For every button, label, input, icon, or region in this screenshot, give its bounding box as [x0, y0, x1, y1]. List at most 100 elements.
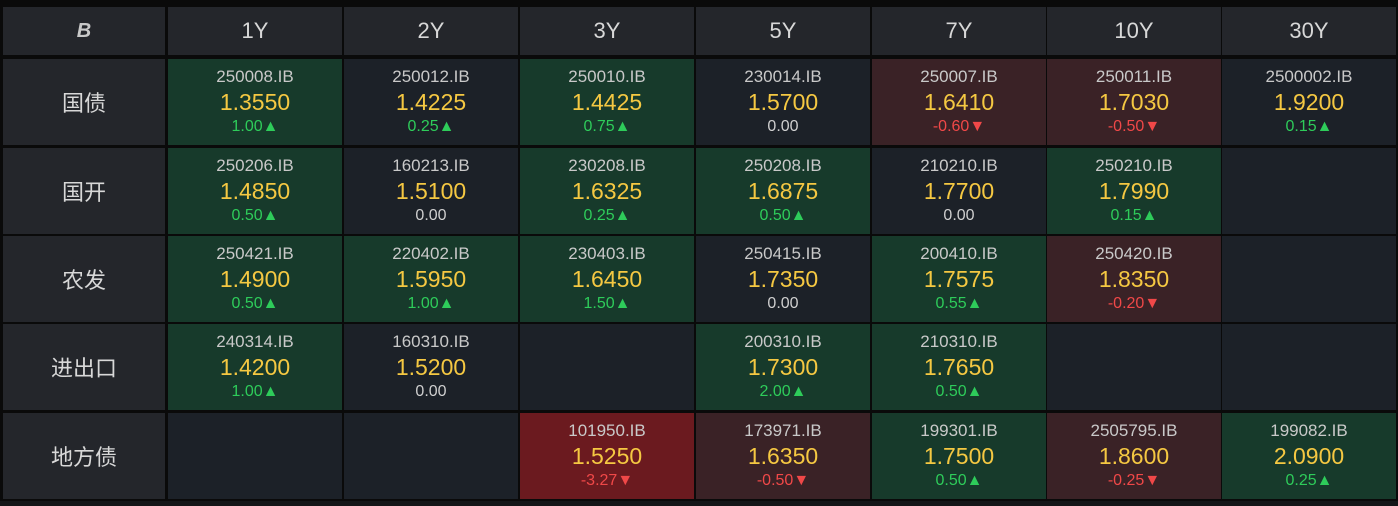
bond-yield: 1.3550 [219, 89, 291, 115]
column-header-30y[interactable]: 30Y [1222, 7, 1396, 55]
bond-code: 250415.IB [744, 244, 822, 263]
bond-code: 210210.IB [920, 156, 998, 175]
bond-cell[interactable]: 250007.IB 1.6410 -0.60▼ [872, 59, 1046, 145]
bond-code: 250008.IB [216, 67, 294, 86]
bond-cell[interactable]: 173971.IB 1.6350 -0.50▼ [696, 413, 870, 499]
empty-cell [1222, 148, 1396, 234]
bottom-scrollbar[interactable] [0, 501, 1398, 506]
bond-cell[interactable]: 2500002.IB 1.9200 0.15▲ [1222, 59, 1396, 145]
bond-cell[interactable]: 250012.IB 1.4225 0.25▲ [344, 59, 518, 145]
bond-cell[interactable]: 210310.IB 1.7650 0.50▲ [872, 324, 1046, 410]
bond-cell[interactable]: 220402.IB 1.5950 1.00▲ [344, 236, 518, 322]
row-header[interactable]: 农发 [3, 236, 165, 322]
column-header-2y[interactable]: 2Y [344, 7, 518, 55]
bond-change: 0.00 [767, 295, 799, 312]
bond-code: 250011.IB [1095, 67, 1173, 86]
bond-yield: 1.6325 [571, 178, 643, 204]
bond-change: 1.00▲ [407, 295, 455, 312]
bond-yield: 1.4425 [571, 89, 643, 115]
bond-change: 0.25▲ [407, 118, 455, 135]
bond-cell[interactable]: 160213.IB 1.5100 0.00 [344, 148, 518, 234]
bond-yield: 1.5950 [395, 266, 467, 292]
row-header[interactable]: 地方债 [3, 413, 165, 499]
bond-cell[interactable]: 250011.IB 1.7030 -0.50▼ [1047, 59, 1221, 145]
bond-yield: 1.5100 [395, 178, 467, 204]
bond-yield: 1.5700 [747, 89, 819, 115]
column-header-10y[interactable]: 10Y [1047, 7, 1221, 55]
bond-change: 0.50▲ [759, 207, 807, 224]
bond-cell[interactable]: 250208.IB 1.6875 0.50▲ [696, 148, 870, 234]
bond-yield: 1.8350 [1098, 266, 1170, 292]
bond-change: 0.00 [943, 207, 975, 224]
bond-change: 1.00▲ [231, 118, 279, 135]
bond-change: 0.15▲ [1110, 207, 1158, 224]
bond-cell[interactable]: 230014.IB 1.5700 0.00 [696, 59, 870, 145]
bond-cell[interactable]: 160310.IB 1.5200 0.00 [344, 324, 518, 410]
bond-cell[interactable]: 230403.IB 1.6450 1.50▲ [520, 236, 694, 322]
bond-cell[interactable]: 200310.IB 1.7300 2.00▲ [696, 324, 870, 410]
bond-yield: 1.4900 [219, 266, 291, 292]
column-header-7y[interactable]: 7Y [872, 7, 1046, 55]
column-header-3y[interactable]: 3Y [520, 7, 694, 55]
bond-cell[interactable]: 199082.IB 2.0900 0.25▲ [1222, 413, 1396, 499]
bond-change: 0.00 [767, 118, 799, 135]
bond-code: 2505795.IB [1090, 421, 1178, 440]
bond-code: 230403.IB [568, 244, 646, 263]
column-header-5y[interactable]: 5Y [696, 7, 870, 55]
bond-code: 173971.IB [744, 421, 822, 440]
bond-cell[interactable]: 250010.IB 1.4425 0.75▲ [520, 59, 694, 145]
bond-cell[interactable]: 250421.IB 1.4900 0.50▲ [168, 236, 342, 322]
bond-yield: 1.6875 [747, 178, 819, 204]
bond-change: -0.50▼ [756, 472, 810, 489]
bond-code: 230208.IB [568, 156, 646, 175]
bond-change: 0.50▲ [935, 383, 983, 400]
empty-cell [1222, 236, 1396, 322]
empty-cell [344, 413, 518, 499]
row-header[interactable]: 国开 [3, 148, 165, 234]
bond-code: 250208.IB [744, 156, 822, 175]
bond-yield: 1.4850 [219, 178, 291, 204]
bond-yield: 1.9200 [1273, 89, 1345, 115]
bond-yield: 1.7990 [1098, 178, 1170, 204]
bond-cell[interactable]: 2505795.IB 1.8600 -0.25▼ [1047, 413, 1221, 499]
bond-yield: 1.7030 [1098, 89, 1170, 115]
bond-cell[interactable]: 240314.IB 1.4200 1.00▲ [168, 324, 342, 410]
bond-change: 0.55▲ [935, 295, 983, 312]
b-logo-icon: B [76, 19, 92, 42]
bond-change: -3.27▼ [580, 472, 634, 489]
bond-cell[interactable]: 230208.IB 1.6325 0.25▲ [520, 148, 694, 234]
bond-cell[interactable]: 101950.IB 1.5250 -3.27▼ [520, 413, 694, 499]
bond-cell[interactable]: 250415.IB 1.7350 0.00 [696, 236, 870, 322]
bond-cell[interactable]: 200410.IB 1.7575 0.55▲ [872, 236, 1046, 322]
row-header[interactable]: 国债 [3, 59, 165, 145]
bond-yield: 1.7575 [923, 266, 995, 292]
bond-change: 0.75▲ [583, 118, 631, 135]
bond-code: 250421.IB [216, 244, 294, 263]
bond-change: 0.25▲ [1285, 472, 1333, 489]
bond-cell[interactable]: 250008.IB 1.3550 1.00▲ [168, 59, 342, 145]
bond-cell[interactable]: 250210.IB 1.7990 0.15▲ [1047, 148, 1221, 234]
bond-cell[interactable]: 199301.IB 1.7500 0.50▲ [872, 413, 1046, 499]
bond-code: 240314.IB [216, 332, 294, 351]
bond-yield: 1.7650 [923, 354, 995, 380]
bond-code: 210310.IB [920, 332, 998, 351]
bond-yield: 1.7500 [923, 443, 995, 469]
bond-change: 0.15▲ [1285, 118, 1333, 135]
empty-cell [520, 324, 694, 410]
bond-code: 101950.IB [568, 421, 646, 440]
bond-change: 1.00▲ [231, 383, 279, 400]
bond-cell[interactable]: 250420.IB 1.8350 -0.20▼ [1047, 236, 1221, 322]
bond-yield: 1.7350 [747, 266, 819, 292]
row-header[interactable]: 进出口 [3, 324, 165, 410]
bond-code: 250210.IB [1095, 156, 1173, 175]
bond-change: 1.50▲ [583, 295, 631, 312]
bond-change: 0.00 [415, 207, 447, 224]
column-header-1y[interactable]: 1Y [168, 7, 342, 55]
bond-code: 250012.IB [392, 67, 470, 86]
bond-cell[interactable]: 250206.IB 1.4850 0.50▲ [168, 148, 342, 234]
empty-cell [1222, 324, 1396, 410]
bond-cell[interactable]: 210210.IB 1.7700 0.00 [872, 148, 1046, 234]
bond-yield: 1.8600 [1098, 443, 1170, 469]
bond-code: 250206.IB [216, 156, 294, 175]
